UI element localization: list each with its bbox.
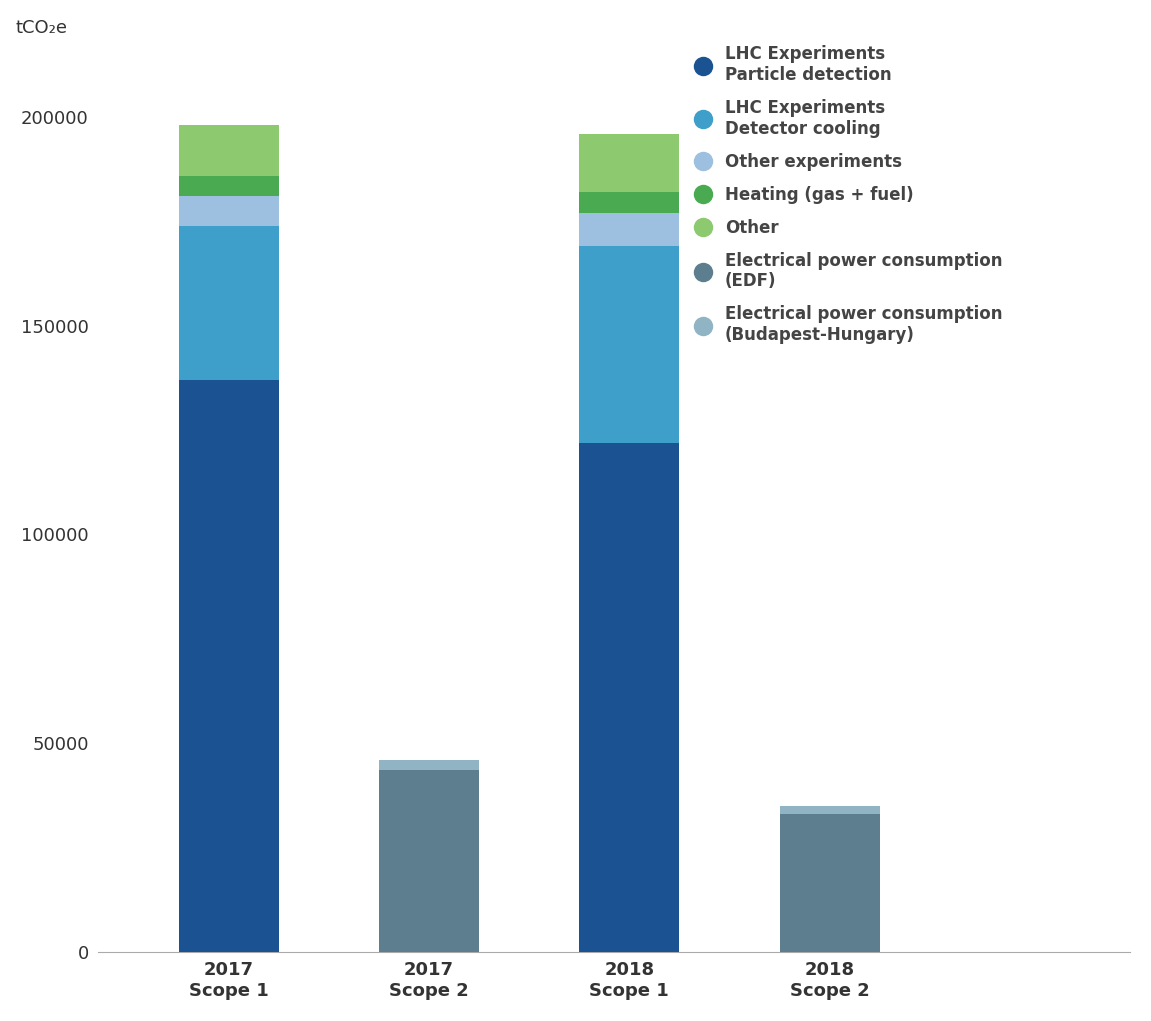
Bar (178, 196, 279, 226)
Bar (178, 226, 279, 380)
Bar (178, 380, 279, 952)
Bar (579, 134, 679, 192)
Bar (579, 246, 679, 442)
Bar (579, 442, 679, 952)
Bar (779, 806, 879, 814)
Bar (579, 192, 679, 213)
Legend: LHC Experiments
Particle detection, LHC Experiments
Detector cooling, Other expe: LHC Experiments Particle detection, LHC … (695, 45, 1003, 344)
Bar (178, 176, 279, 196)
Text: tCO₂e: tCO₂e (16, 18, 68, 37)
Bar (579, 213, 679, 246)
Bar (379, 760, 479, 770)
Bar (379, 770, 479, 952)
Bar (779, 814, 879, 952)
Bar (178, 126, 279, 176)
